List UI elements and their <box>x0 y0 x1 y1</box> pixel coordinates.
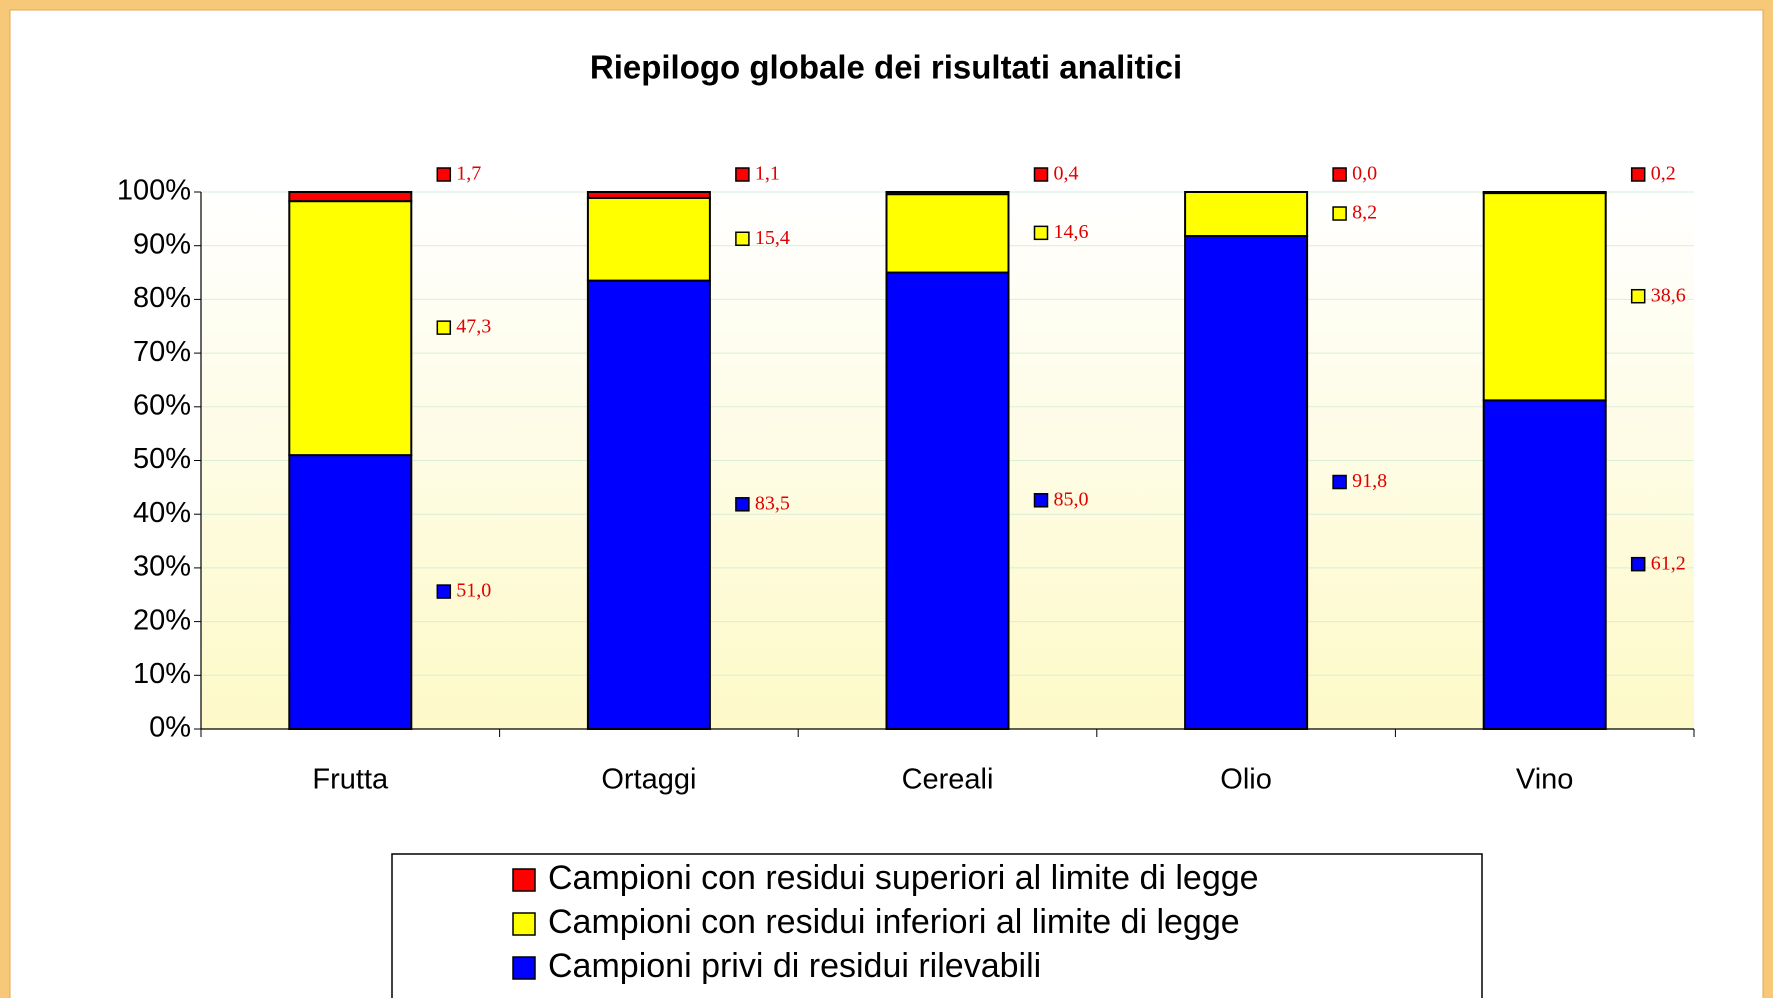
value-label: 61,2 <box>1651 552 1686 574</box>
x-tick-label: Ortaggi <box>601 764 696 796</box>
bar-segment <box>1184 191 1309 238</box>
bar-segment <box>586 196 711 282</box>
value-label: 15,4 <box>755 227 790 249</box>
value-label: 51,0 <box>456 580 491 602</box>
y-tick-label: 20% <box>133 604 191 636</box>
value-label: 8,2 <box>1352 202 1377 224</box>
label-key <box>1332 474 1347 490</box>
bar-segment <box>1482 191 1607 195</box>
legend-key <box>512 912 536 936</box>
bar-segment <box>288 454 413 730</box>
y-tick-label: 0% <box>149 712 191 744</box>
chart-title: Riepilogo globale dei risultati analitic… <box>590 49 1182 86</box>
label-key <box>735 167 750 182</box>
legend-key <box>512 956 536 980</box>
label-key <box>1630 288 1646 304</box>
y-tick-label: 70% <box>133 336 191 368</box>
value-label: 14,6 <box>1054 221 1089 243</box>
bar-segment <box>885 193 1010 274</box>
label-key <box>1033 225 1049 241</box>
value-label: 1,1 <box>755 163 780 185</box>
legend-label: Campioni privi di residui rilevabili <box>548 947 1041 985</box>
x-tick-label: Vino <box>1516 764 1574 796</box>
label-key <box>1630 556 1646 572</box>
legend-label: Campioni con residui inferiori al limite… <box>548 903 1240 941</box>
bar-segment <box>288 191 413 203</box>
x-tick-label: Olio <box>1220 764 1272 796</box>
y-tick-label: 10% <box>133 658 191 690</box>
bar-segment <box>885 191 1010 196</box>
value-label: 47,3 <box>456 316 491 338</box>
value-label: 0,2 <box>1651 163 1676 185</box>
legend-key <box>512 868 536 892</box>
y-tick-label: 40% <box>133 497 191 529</box>
y-tick-label: 50% <box>133 443 191 475</box>
bar-segment <box>586 191 711 199</box>
y-tick-label: 90% <box>133 228 191 260</box>
y-tick-label: 60% <box>133 389 191 421</box>
value-label: 0,0 <box>1352 163 1377 185</box>
label-key <box>436 584 452 599</box>
value-label: 85,0 <box>1054 488 1089 510</box>
value-label: 1,7 <box>456 163 481 185</box>
label-key <box>1630 167 1646 182</box>
label-key <box>735 497 750 512</box>
label-key <box>1332 167 1347 182</box>
x-tick-label: Cereali <box>902 764 994 796</box>
y-tick-label: 100% <box>117 175 191 207</box>
value-label: 83,5 <box>755 492 790 514</box>
value-label: 0,4 <box>1054 163 1079 185</box>
label-key <box>1033 167 1049 182</box>
legend <box>391 853 1483 998</box>
bar-segment <box>1482 192 1607 402</box>
label-key <box>436 167 452 182</box>
y-tick-label: 30% <box>133 551 191 583</box>
value-label: 38,6 <box>1651 284 1686 306</box>
value-label: 91,8 <box>1352 470 1387 492</box>
label-key <box>1332 206 1347 221</box>
bar-segment <box>1184 235 1309 730</box>
bar-segment <box>885 271 1010 730</box>
label-key <box>735 231 750 247</box>
label-key <box>436 320 452 335</box>
bar-segment <box>1482 399 1607 730</box>
bar-segment <box>586 279 711 730</box>
y-tick-label: 80% <box>133 282 191 314</box>
label-key <box>1033 493 1049 508</box>
x-tick-label: Frutta <box>312 764 389 796</box>
legend-label: Campioni con residui superiori al limite… <box>548 859 1259 897</box>
bar-segment <box>288 200 413 457</box>
